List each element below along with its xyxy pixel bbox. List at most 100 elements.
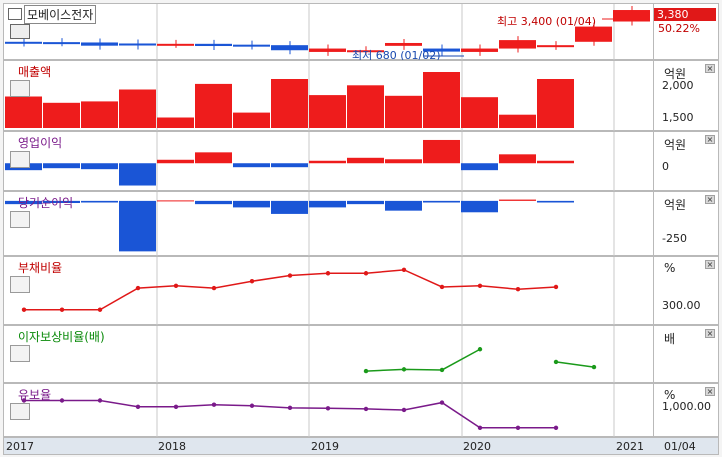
bar	[119, 89, 156, 128]
price-panel: 모베이스전자 최고 3,400 (01/04) 최저 680 (01/02)	[3, 3, 654, 62]
bar-chart-icon[interactable]	[10, 403, 30, 420]
op-income-unit: 억원	[664, 138, 687, 152]
bar	[385, 95, 422, 128]
net-income-tick: -250	[662, 232, 687, 245]
series-line	[555, 361, 595, 368]
interest-cov-unit: 배	[664, 332, 676, 346]
bar	[195, 83, 232, 128]
debt-ratio-chart	[21, 257, 615, 326]
sales-axis: 억원 2,000 1,500 ×	[654, 60, 719, 131]
candle-body	[423, 48, 460, 52]
bar	[499, 154, 536, 164]
sales-tick-2000: 2,000	[662, 79, 694, 92]
x-label-2021: 2021	[616, 440, 644, 453]
interest-cov-panel: 이자보상비율(배)	[3, 325, 654, 384]
bar	[119, 163, 156, 186]
op-income-tick-0: 0	[662, 160, 669, 173]
bar	[43, 102, 80, 128]
bar	[157, 159, 194, 164]
candle-body	[347, 50, 384, 53]
close-icon[interactable]: ×	[705, 135, 715, 144]
net-income-axis: 억원 -250 ×	[654, 191, 719, 256]
line-chart-icon[interactable]	[10, 151, 30, 168]
op-income-title: 영업이익	[18, 136, 63, 150]
bar	[537, 200, 574, 203]
bar	[309, 200, 346, 208]
reserve-ratio-title: 유보율	[18, 388, 52, 402]
series-line	[24, 399, 556, 429]
reserve-ratio-tick: 1,000.00	[662, 400, 711, 413]
x-label-2020: 2020	[463, 440, 491, 453]
high-label: 최고 3,400 (01/04)	[497, 15, 597, 28]
net-income-chart	[5, 192, 615, 257]
candle-body	[575, 26, 612, 42]
series-line	[365, 348, 481, 372]
interest-cov-title: 이자보상비율(배)	[18, 330, 105, 344]
bar	[233, 200, 270, 208]
bar	[5, 200, 42, 205]
close-icon[interactable]: ×	[705, 329, 715, 338]
bar-chart-icon[interactable]	[10, 345, 30, 362]
bar	[43, 200, 80, 204]
bar	[81, 200, 118, 203]
x-label-2019: 2019	[311, 440, 339, 453]
price-chart	[5, 4, 650, 61]
candle-body	[385, 42, 422, 46]
bar-chart-icon[interactable]	[10, 276, 30, 293]
net-income-unit: 억원	[664, 198, 687, 212]
interest-cov-axis: 배 ×	[654, 325, 719, 383]
candle-body	[119, 43, 156, 46]
candle-body	[499, 40, 536, 49]
bar	[423, 139, 460, 164]
x-label-2017: 2017	[6, 440, 34, 453]
candle-body	[195, 43, 232, 47]
debt-ratio-unit: %	[664, 261, 676, 275]
x-axis	[3, 437, 719, 455]
bar	[423, 200, 460, 203]
close-icon[interactable]: ×	[705, 260, 715, 269]
stock-search-icon[interactable]	[8, 8, 22, 20]
sales-unit: 억원	[664, 67, 687, 81]
sales-panel: 매출액	[3, 60, 654, 132]
net-income-panel: 당기순이익	[3, 191, 654, 257]
debt-ratio-axis: % 300.00 ×	[654, 256, 719, 325]
line-chart-icon[interactable]	[10, 80, 30, 97]
bar	[537, 160, 574, 164]
candle-body	[233, 44, 270, 47]
bar	[347, 85, 384, 128]
bar	[309, 95, 346, 128]
data-point	[591, 364, 597, 370]
bar	[271, 79, 308, 128]
line-chart-icon[interactable]	[10, 211, 30, 228]
candle-body	[461, 48, 498, 52]
bar	[195, 152, 232, 164]
candle-body	[157, 43, 194, 46]
bar	[81, 101, 118, 128]
bar	[271, 163, 308, 168]
bar	[347, 200, 384, 205]
bar	[385, 200, 422, 211]
op-income-axis: 억원 0 ×	[654, 131, 719, 191]
bar	[157, 117, 194, 128]
bar	[461, 163, 498, 171]
close-icon[interactable]: ×	[705, 64, 715, 73]
close-icon[interactable]: ×	[705, 195, 715, 204]
grid-icon[interactable]	[10, 24, 30, 39]
candle-body	[5, 41, 42, 44]
reserve-ratio-axis: % 1,000.00 ×	[654, 383, 719, 437]
bar	[461, 97, 498, 128]
x-label-2018: 2018	[158, 440, 186, 453]
candle-body	[43, 42, 80, 45]
op-income-chart	[5, 132, 615, 192]
bar	[195, 200, 232, 205]
debt-ratio-tick: 300.00	[662, 299, 701, 312]
candle-body	[309, 48, 346, 52]
close-icon[interactable]: ×	[705, 387, 715, 396]
candle-body	[81, 42, 118, 46]
sales-title: 매출액	[18, 65, 52, 79]
bar	[233, 112, 270, 128]
bar	[423, 72, 460, 128]
bar	[43, 163, 80, 169]
low-label: 최저 680 (01/02)	[352, 49, 441, 62]
